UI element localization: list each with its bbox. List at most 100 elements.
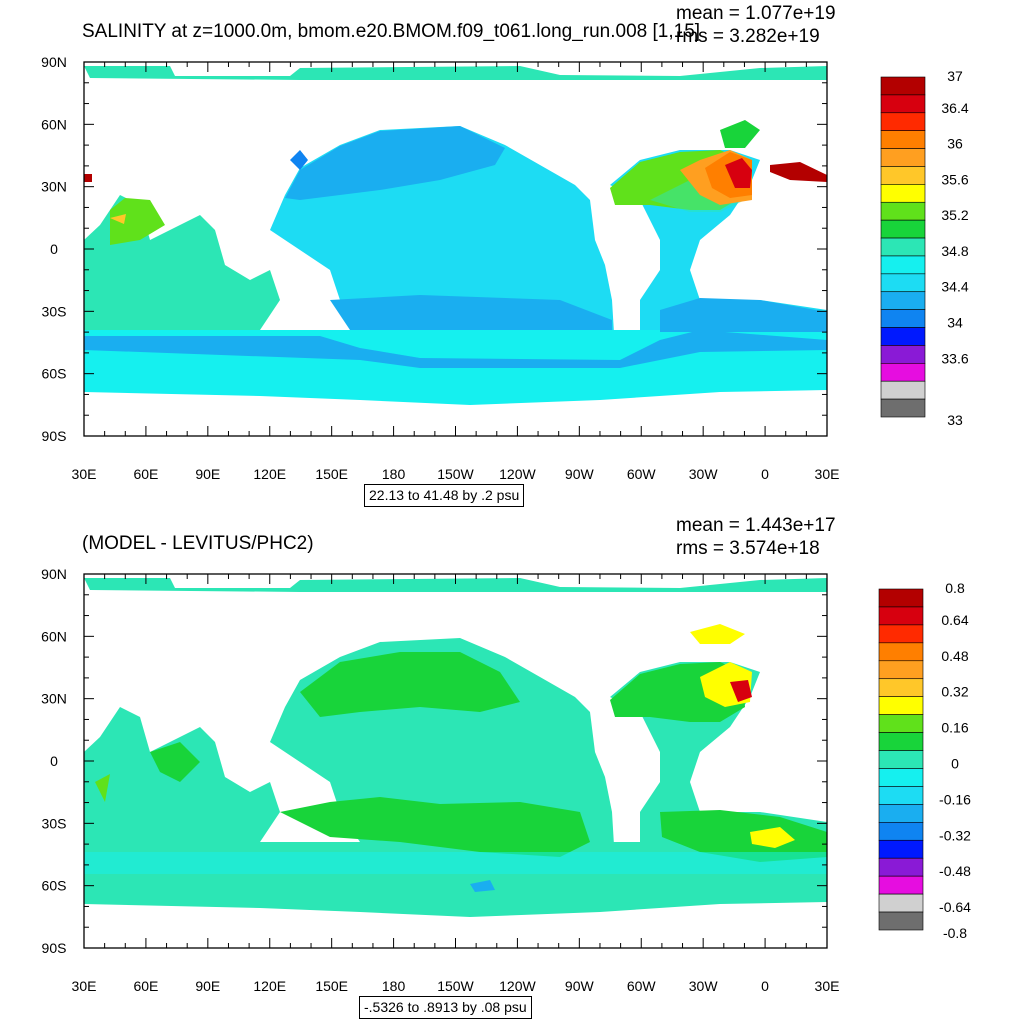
colorbar-swatch — [878, 678, 924, 697]
panel1-map: 30E 60E 90E 120E 150E 180 150W 120W 90W 60W 30W 0 30… — [41, 54, 969, 482]
colorbar-swatch — [880, 219, 926, 239]
panel1-x-axis: 30E 60E 90E 120E 150E 180 150W 120W 90W 60W 30W 0 30… — [72, 62, 840, 482]
colorbar-swatch — [880, 363, 926, 382]
colorbar-swatch — [880, 380, 926, 400]
panel2-map: 30E 60E 90E 120E 150E 180 150W 120W 90W 60W 30W 0 30… — [41, 566, 971, 994]
panel1-ocean-fields — [84, 66, 827, 405]
colorbar-label: 37 — [947, 68, 963, 84]
x-tick-label: 30E — [815, 466, 840, 482]
x-tick-label: 0 — [761, 978, 769, 994]
x-tick-label: 60W — [627, 978, 657, 994]
colorbar-swatch — [878, 911, 924, 931]
colorbar-swatch — [880, 345, 926, 364]
colorbar-label: 33.6 — [941, 350, 968, 366]
panel1-range-label: 22.13 to 41.48 by .2 psu — [364, 484, 525, 507]
x-tick-label: 150E — [315, 978, 348, 994]
colorbar-swatch — [880, 398, 926, 418]
colorbar-swatch — [878, 875, 924, 895]
x-tick-label: 150E — [315, 466, 348, 482]
colorbar-label: 36.4 — [941, 100, 968, 116]
colorbar-swatch — [878, 696, 924, 715]
colorbar-label: -0.8 — [943, 925, 967, 941]
colorbar-swatch — [880, 94, 926, 114]
colorbar-swatch — [878, 786, 924, 805]
x-tick-label: 90W — [565, 466, 595, 482]
x-tick-label: 0 — [761, 466, 769, 482]
colorbar-swatch — [878, 839, 924, 859]
panel2-colorbar: 0.8 0.64 0.48 0.32 0.16 0 -0.16 -0.32 -0.48 -0.64… — [878, 580, 971, 941]
colorbar-swatch — [878, 893, 924, 913]
colorbar-swatch — [880, 273, 926, 293]
x-tick-label: 120W — [499, 466, 536, 482]
colorbar-swatch — [880, 148, 926, 167]
colorbar-swatch — [880, 309, 926, 328]
colorbar-label: 33 — [947, 412, 963, 428]
colorbar-swatch — [878, 857, 924, 877]
colorbar-swatch — [880, 291, 926, 310]
y-tick-label: 90N — [41, 54, 67, 70]
colorbar-swatch — [880, 184, 926, 203]
colorbar-swatch — [878, 624, 924, 644]
colorbar-swatch — [880, 76, 926, 96]
panel2-x-axis: 30E 60E 90E 120E 150E 180 150W 120W 90W 60W 30W 0 30… — [72, 574, 840, 994]
panel2-range-label: -.5326 to .8913 by .08 psu — [359, 996, 532, 1019]
y-tick-label: 30S — [42, 815, 67, 831]
x-tick-label: 180 — [382, 978, 406, 994]
y-tick-label: 60S — [42, 878, 67, 894]
colorbar-swatch — [880, 130, 926, 149]
colorbar-swatch — [880, 237, 926, 257]
panel2-rms: rms = 3.574e+18 — [676, 538, 820, 559]
colorbar-swatch — [878, 714, 924, 733]
colorbar-label: 34.8 — [941, 243, 968, 259]
panel1-y-axis: 90N 60N 30N 0 30S 60S 90S — [41, 54, 827, 444]
x-tick-label: 90E — [195, 978, 220, 994]
colorbar-swatch — [878, 660, 924, 680]
colorbar-swatch — [880, 201, 926, 221]
colorbar-swatch — [878, 732, 924, 751]
colorbar-label: 0.16 — [941, 720, 968, 736]
colorbar-label: 0.48 — [941, 648, 968, 664]
y-tick-label: 60N — [41, 628, 67, 644]
x-tick-label: 30E — [72, 978, 97, 994]
x-tick-label: 60E — [133, 466, 158, 482]
y-tick-label: 30S — [42, 303, 67, 319]
colorbar-swatch — [880, 112, 926, 131]
panel1-title: SALINITY at z=1000.0m, bmom.e20.BMOM.f09… — [82, 21, 701, 42]
y-tick-label: 0 — [50, 241, 58, 257]
y-tick-label: 90S — [42, 940, 67, 956]
y-tick-label: 30N — [41, 179, 67, 195]
y-tick-label: 90N — [41, 566, 67, 582]
x-tick-label: 60E — [133, 978, 158, 994]
x-tick-label: 30W — [689, 978, 719, 994]
colorbar-swatch — [878, 606, 924, 626]
colorbar-swatch — [878, 768, 924, 787]
x-tick-label: 90E — [195, 466, 220, 482]
colorbar-swatch — [878, 822, 924, 841]
colorbar-label: -0.16 — [939, 791, 971, 807]
colorbar-swatch — [878, 642, 924, 662]
colorbar-swatch — [878, 588, 924, 608]
x-tick-label: 60W — [627, 466, 657, 482]
x-tick-label: 90W — [565, 978, 595, 994]
x-tick-label: 150W — [437, 466, 474, 482]
colorbar-swatch — [878, 804, 924, 823]
panel2-title: (MODEL - LEVITUS/PHC2) — [82, 533, 314, 554]
panel2-mean: mean = 1.443e+17 — [676, 515, 836, 536]
colorbar-label: 35.6 — [941, 171, 968, 187]
panel1-rms: rms = 3.282e+19 — [676, 26, 820, 47]
colorbar-swatch — [880, 327, 926, 346]
colorbar-label: 35.2 — [941, 207, 968, 223]
colorbar-label: 0.64 — [941, 612, 968, 628]
colorbar-label: 0.32 — [941, 684, 968, 700]
colorbar-swatch — [880, 255, 926, 275]
x-tick-label: 30E — [815, 978, 840, 994]
y-tick-label: 30N — [41, 691, 67, 707]
colorbar-label: -0.64 — [939, 899, 971, 915]
x-tick-label: 30E — [72, 466, 97, 482]
y-tick-label: 0 — [50, 753, 58, 769]
panel1-colorbar: 37 36.4 36 35.6 35.2 34.8 34.4 34 33.6 33 — [880, 68, 969, 428]
y-tick-label: 60N — [41, 116, 67, 132]
panel1-mean: mean = 1.077e+19 — [676, 3, 836, 24]
y-tick-label: 60S — [42, 366, 67, 382]
colorbar-swatch — [878, 750, 924, 769]
